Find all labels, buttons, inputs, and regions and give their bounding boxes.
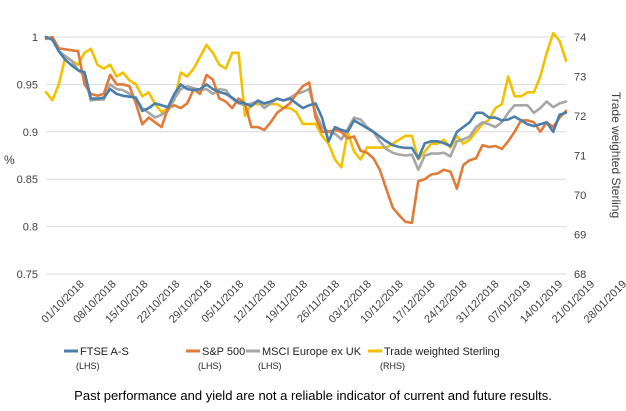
y-tick-label: 0.9 — [23, 127, 38, 139]
y2-axis-label: Trade weighted Sterling — [609, 92, 623, 218]
y2-tick-label: 70 — [574, 190, 586, 202]
legend-label: MSCI Europe ex UK — [262, 346, 362, 358]
left-axis-ticks: 0.75 0.8 0.85 0.9 0.95 1 — [17, 32, 38, 281]
y2-tick-label: 74 — [574, 32, 586, 44]
y2-tick-label: 72 — [574, 111, 586, 123]
legend: FTSE A-S (LHS) S&P 500 (LHS) MSCI Europe ex … — [64, 346, 500, 371]
series-lines — [44, 31, 568, 225]
series-line-0 — [44, 35, 568, 160]
y2-tick-label: 71 — [574, 151, 586, 163]
y-axis-label: % — [4, 153, 15, 167]
legend-label: Trade weighted Sterling — [384, 346, 500, 358]
y2-tick-label: 73 — [574, 72, 586, 84]
series-line-3 — [44, 31, 568, 169]
legend-label: FTSE A-S — [80, 346, 129, 358]
x-axis-ticks: 01/10/201808/10/201815/10/201822/10/2018… — [39, 278, 626, 325]
y-tick-label: 0.85 — [17, 174, 38, 186]
y-tick-label: 0.8 — [23, 222, 38, 234]
legend-axis-note: (LHS) — [198, 361, 222, 371]
legend-axis-note: (RHS) — [380, 361, 405, 371]
y-tick-label: 0.95 — [17, 79, 38, 91]
y-tick-label: 0.75 — [17, 269, 38, 281]
y2-tick-label: 68 — [574, 269, 586, 281]
series-line-1 — [44, 35, 568, 225]
legend-axis-note: (LHS) — [76, 361, 100, 371]
y-tick-label: 1 — [32, 32, 38, 44]
line-chart: 0.75 0.8 0.85 0.9 0.95 1 68 69 70 71 72 73 74 01/10… — [4, 31, 626, 371]
series-line-2 — [44, 35, 568, 171]
legend-label: S&P 500 — [202, 346, 245, 358]
legend-axis-note: (LHS) — [258, 361, 282, 371]
disclaimer-footnote: Past performance and yield are not a rel… — [74, 388, 552, 403]
right-axis-ticks: 68 69 70 71 72 73 74 — [574, 32, 586, 281]
y2-tick-label: 69 — [574, 230, 586, 242]
